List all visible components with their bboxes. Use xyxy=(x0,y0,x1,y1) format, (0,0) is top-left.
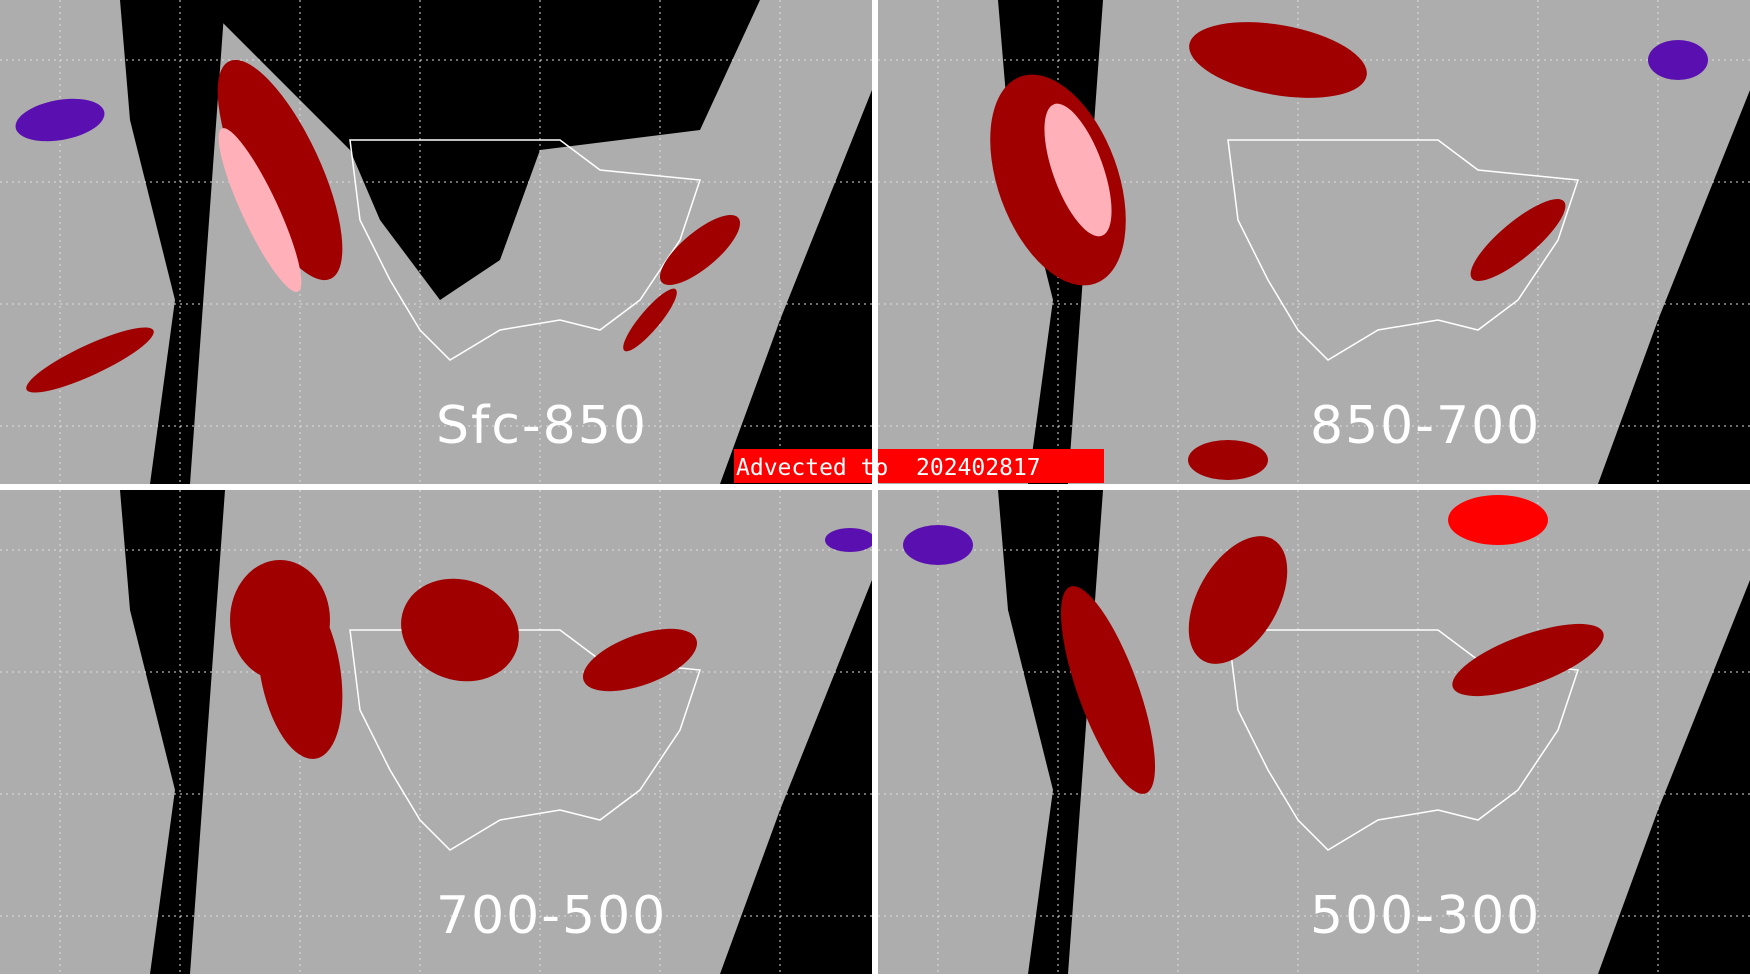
layer-label: Sfc-850 xyxy=(436,396,648,456)
panel-sfc-850: Sfc-850 xyxy=(0,0,872,484)
horizontal-divider xyxy=(0,484,1750,490)
layer-label: 700-500 xyxy=(436,886,668,946)
pw-anomaly-area xyxy=(1470,199,1566,281)
no-data-swath xyxy=(120,0,225,484)
pw-anomaly-area xyxy=(1044,103,1112,237)
pw-anomaly-area xyxy=(582,628,698,692)
pw-anomaly-area xyxy=(1648,40,1708,80)
pw-anomaly-area xyxy=(825,528,872,552)
pw-anomaly-area xyxy=(401,578,519,682)
pw-anomaly-area xyxy=(26,327,154,393)
layer-label: 500-300 xyxy=(1310,886,1542,946)
map-850-700 xyxy=(878,0,1750,484)
layer-label: 850-700 xyxy=(1310,396,1542,456)
pw-anomaly-area xyxy=(257,581,343,759)
pw-anomaly-area xyxy=(659,215,741,285)
map-sfc-850 xyxy=(0,0,872,484)
pw-anomaly-area xyxy=(1188,440,1268,480)
no-data-swath xyxy=(998,490,1103,974)
pw-anomaly-area xyxy=(623,288,677,352)
pw-anomaly-area xyxy=(1060,586,1156,794)
advected-time-banner: Advected to 202402817 xyxy=(734,449,1104,483)
no-data-swath xyxy=(720,580,872,974)
us-outline xyxy=(1227,139,1580,361)
no-data-region xyxy=(200,0,760,300)
panel-850-700: 850-700 xyxy=(878,0,1750,484)
pw-anomaly-area xyxy=(15,98,105,142)
map-500-300 xyxy=(878,490,1750,974)
panel-500-300: 500-300 xyxy=(878,490,1750,974)
no-data-swath xyxy=(1598,580,1750,974)
pw-anomaly-area xyxy=(1448,495,1548,545)
pw-anomaly-area xyxy=(1188,536,1288,664)
pw-anomaly-area xyxy=(217,59,343,281)
panel-700-500: 700-500 xyxy=(0,490,872,974)
map-700-500 xyxy=(0,490,872,974)
pw-anomaly-area xyxy=(1452,623,1604,697)
no-data-swath xyxy=(1598,90,1750,484)
us-outline xyxy=(349,139,702,361)
no-data-swath xyxy=(720,90,872,484)
no-data-swath xyxy=(120,490,225,974)
pw-anomaly-area xyxy=(1189,22,1367,98)
pw-anomaly-area xyxy=(903,525,973,565)
pw-anomaly-area xyxy=(218,128,302,292)
